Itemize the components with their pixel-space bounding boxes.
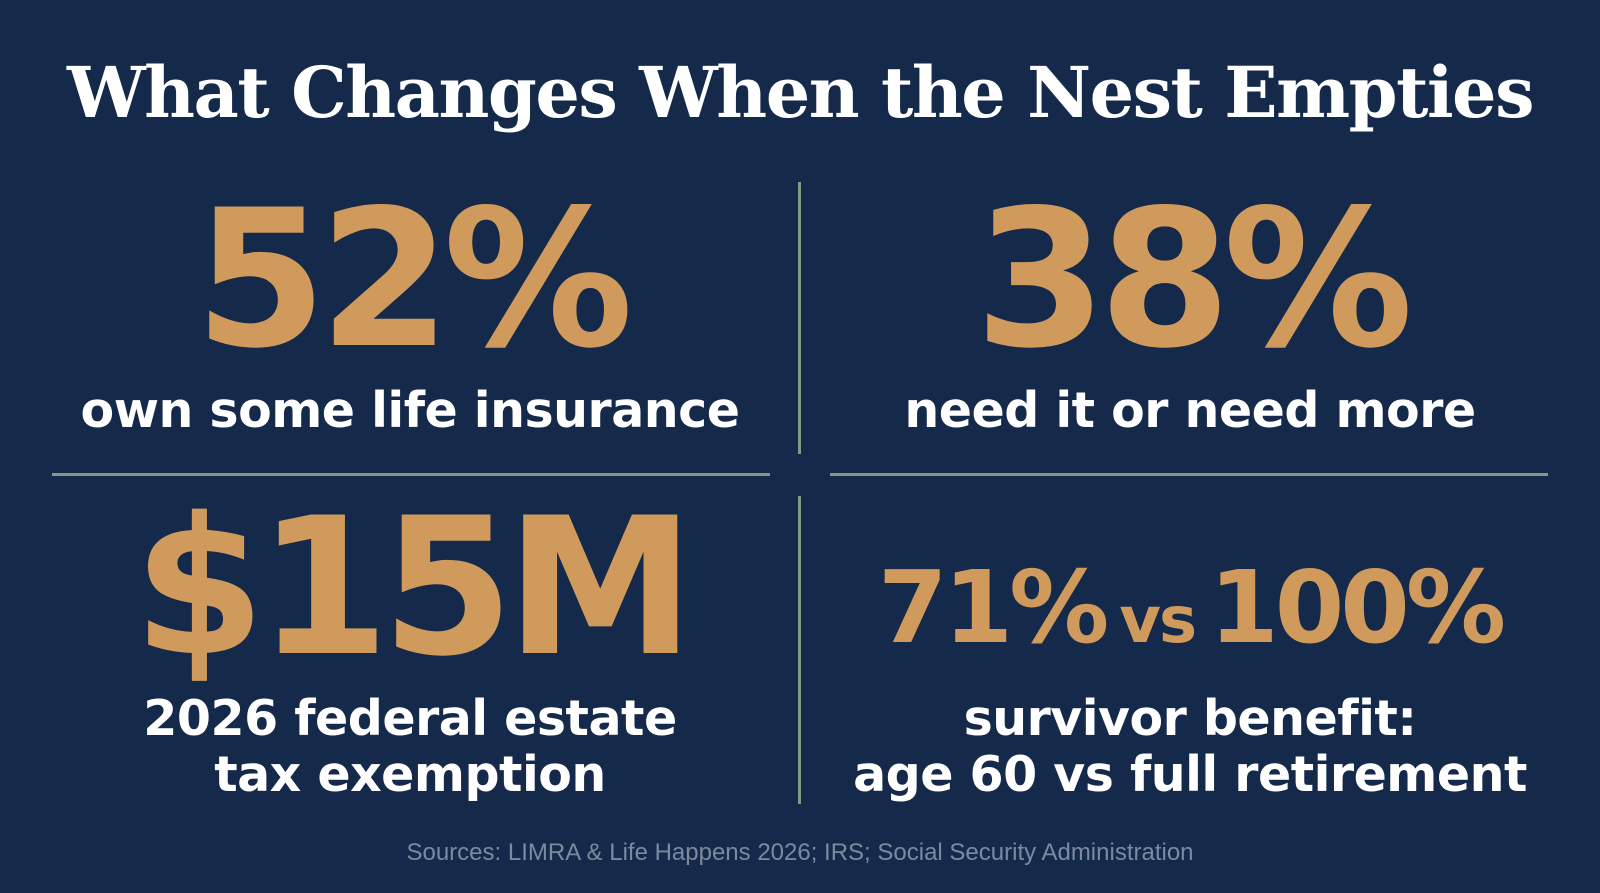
horizontal-divider-left xyxy=(52,473,770,476)
stat-caption-estate-exemption-line1: 2026 federal estate xyxy=(143,690,677,747)
stat-caption-survivor-benefit-line1: survivor benefit: xyxy=(963,690,1417,747)
vertical-divider-bottom xyxy=(798,496,801,804)
page-title: What Changes When the Nest Empties xyxy=(67,51,1535,134)
stat-caption-need-insurance: need it or need more xyxy=(904,382,1476,439)
stat-caption-life-insurance-owned: own some life insurance xyxy=(80,382,740,439)
stat-value-survivor-benefit-right: 100% xyxy=(1209,549,1506,666)
stat-caption-estate-exemption-line2: tax exemption xyxy=(214,746,606,803)
stat-caption-survivor-benefit-line2: age 60 vs full retirement xyxy=(853,746,1527,803)
vertical-divider-top xyxy=(798,182,801,454)
stat-value-survivor-benefit-vs: vs xyxy=(1119,584,1197,658)
stat-value-need-insurance: 38% xyxy=(974,169,1414,390)
stat-value-survivor-benefit-left: 71% xyxy=(877,549,1109,666)
horizontal-divider-right xyxy=(830,473,1548,476)
stat-value-life-insurance-owned: 52% xyxy=(194,169,634,390)
stat-value-survivor-benefit: 71% vs 100% xyxy=(830,548,1550,681)
stat-value-estate-exemption: $15M xyxy=(133,477,695,698)
sources-footnote: Sources: LIMRA & Life Happens 2026; IRS;… xyxy=(406,839,1194,866)
